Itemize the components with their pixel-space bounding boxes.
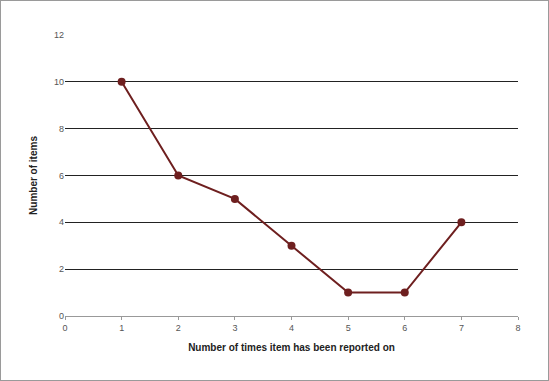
svg-text:4: 4: [59, 217, 64, 227]
svg-text:8: 8: [59, 124, 64, 134]
svg-text:10: 10: [54, 77, 64, 87]
svg-text:Number of items: Number of items: [28, 136, 39, 215]
svg-text:3: 3: [232, 323, 237, 333]
svg-text:Number of times item has been: Number of times item has been reported o…: [188, 342, 395, 353]
svg-text:4: 4: [289, 323, 294, 333]
svg-text:12: 12: [54, 30, 64, 40]
svg-text:0: 0: [59, 311, 64, 321]
svg-text:8: 8: [515, 323, 520, 333]
svg-text:7: 7: [459, 323, 464, 333]
svg-text:0: 0: [62, 323, 67, 333]
svg-text:6: 6: [59, 171, 64, 181]
svg-text:1: 1: [119, 323, 124, 333]
svg-text:6: 6: [402, 323, 407, 333]
svg-text:2: 2: [59, 264, 64, 274]
svg-text:2: 2: [176, 323, 181, 333]
svg-text:5: 5: [346, 323, 351, 333]
